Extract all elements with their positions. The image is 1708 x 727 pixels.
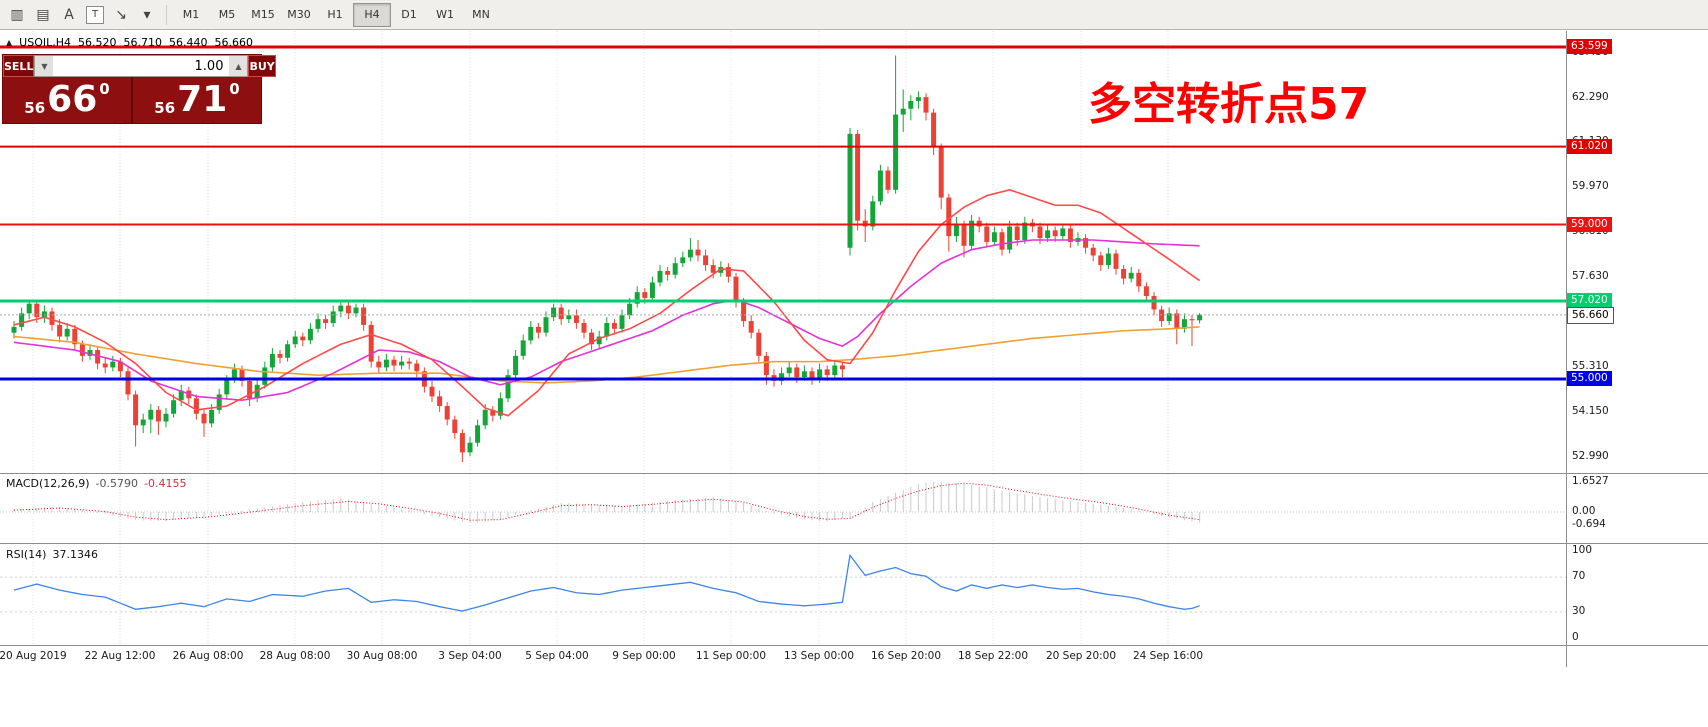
timeframe-bar: M1 M5 M15 M30 H1 H4 D1 W1 MN bbox=[173, 2, 499, 27]
timeframe-d1[interactable]: D1 bbox=[401, 8, 417, 21]
buy-button[interactable]: BUY bbox=[248, 55, 276, 77]
toolbar-caret-icon[interactable]: ▾ bbox=[143, 6, 151, 23]
timeframe-mn[interactable]: MN bbox=[472, 8, 490, 21]
macd-title-label: MACD(12,26,9) bbox=[6, 477, 90, 490]
sell-button[interactable]: SELL bbox=[3, 55, 35, 77]
chart-annotation-text: 多空转折点57 bbox=[1088, 79, 1370, 130]
price-divider bbox=[131, 77, 133, 123]
one-click-trading-panel: SELL ▼ ▲ BUY 56 66 0 56 71 0 bbox=[2, 54, 276, 124]
sell-price-sup: 0 bbox=[99, 80, 110, 98]
sell-price-small: 56 bbox=[24, 99, 46, 117]
price-axis-border bbox=[1566, 31, 1567, 667]
high-value: 56.710 bbox=[123, 36, 163, 49]
low-value: 56.440 bbox=[169, 36, 208, 49]
toolbar-icons: ▥ ▤ A T ↘ ▾ bbox=[4, 4, 160, 26]
rsi-timeaxis-splitter[interactable] bbox=[0, 645, 1708, 646]
macd-signal-value: -0.4155 bbox=[144, 477, 187, 490]
text-label-icon[interactable]: T bbox=[86, 5, 104, 24]
text-annotation-icon[interactable]: A bbox=[64, 6, 74, 23]
rsi-header: RSI(14) 37.1346 bbox=[6, 548, 98, 561]
buy-price-big: 71 bbox=[177, 79, 228, 120]
buy-price-small: 56 bbox=[154, 99, 176, 117]
chart-macd-splitter[interactable] bbox=[0, 473, 1708, 474]
timeframe-m1[interactable]: M1 bbox=[182, 8, 200, 21]
timeframe-w1[interactable]: W1 bbox=[436, 8, 454, 21]
rsi-value: 37.1346 bbox=[52, 548, 98, 561]
volume-decrease-icon[interactable]: ▼ bbox=[35, 56, 54, 76]
timeframe-h4[interactable]: H4 bbox=[353, 2, 391, 27]
chart-window-icon[interactable]: ▤ bbox=[36, 6, 50, 23]
sell-price[interactable]: 56 66 0 bbox=[3, 77, 131, 123]
chart-candles-icon[interactable]: ▥ bbox=[10, 6, 24, 23]
timeframe-m5[interactable]: M5 bbox=[218, 8, 236, 21]
symbol-ohlc-header: ▲ USOIL,H4 56.520 56.710 56.440 56.660 bbox=[6, 36, 253, 49]
sell-price-big: 66 bbox=[47, 79, 98, 120]
close-value: 56.660 bbox=[214, 36, 254, 49]
volume-box: ▼ ▲ bbox=[34, 55, 249, 77]
drawing-tools-icon[interactable]: ↘ bbox=[115, 6, 127, 23]
buy-price-sup: 0 bbox=[229, 80, 240, 98]
rsi-title-label: RSI(14) bbox=[6, 548, 47, 561]
timeframe-m30[interactable]: M30 bbox=[287, 8, 311, 21]
buy-price[interactable]: 56 71 0 bbox=[133, 77, 261, 123]
open-value: 56.520 bbox=[78, 36, 117, 49]
symbol-label: USOIL,H4 bbox=[19, 36, 71, 49]
macd-header: MACD(12,26,9) -0.5790 -0.4155 bbox=[6, 477, 186, 490]
macd-rsi-splitter[interactable] bbox=[0, 543, 1708, 544]
toolbar-separator bbox=[166, 4, 167, 25]
macd-main-value: -0.5790 bbox=[95, 477, 139, 490]
timeframe-h1[interactable]: H1 bbox=[327, 8, 343, 21]
toolbar: ▥ ▤ A T ↘ ▾ M1 M5 M15 M30 H1 H4 D1 W1 MN bbox=[0, 0, 1708, 30]
volume-increase-icon[interactable]: ▲ bbox=[229, 56, 248, 76]
volume-input[interactable] bbox=[53, 56, 230, 76]
timeframe-m15[interactable]: M15 bbox=[251, 8, 275, 21]
one-click-toggle-icon[interactable]: ▲ bbox=[6, 38, 13, 47]
